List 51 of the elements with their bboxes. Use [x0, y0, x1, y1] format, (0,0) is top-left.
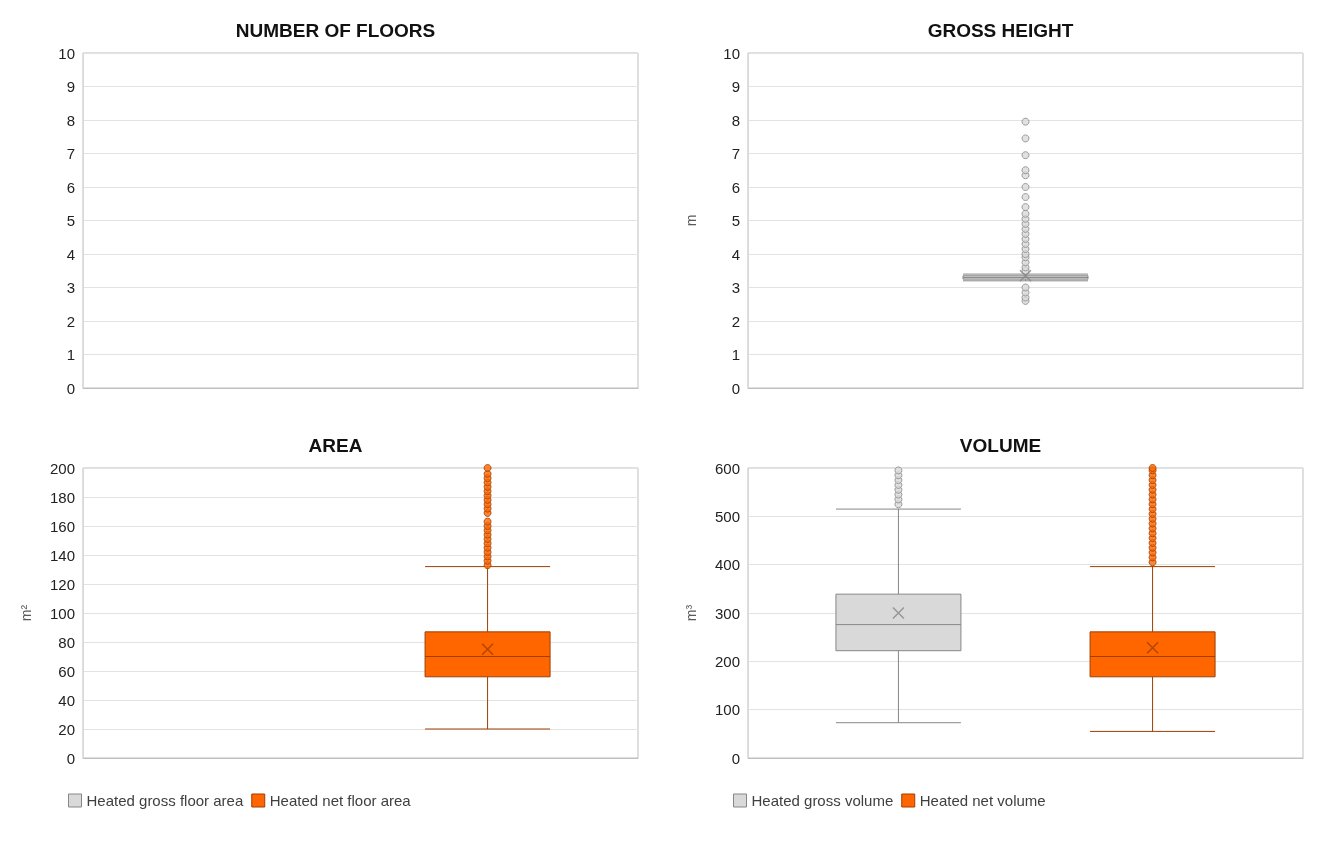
y-tick-label: 1	[66, 346, 75, 363]
y-tick-label: 300	[714, 604, 740, 622]
y-tick-label: 8	[66, 111, 75, 129]
y-tick-label: 200	[714, 652, 740, 670]
y-tick-label: 160	[49, 517, 75, 535]
y-tick-label: 7	[731, 145, 740, 162]
y-tick-label: 500	[714, 507, 740, 525]
y-tick-label: 6	[66, 178, 75, 196]
chart-title: AREA	[308, 435, 363, 456]
y-tick-label: 400	[714, 556, 740, 574]
y-tick-label: 7	[66, 145, 75, 162]
y-tick-label: 140	[49, 546, 75, 564]
y-tick-label: 100	[714, 701, 740, 719]
y-tick-label: 9	[66, 78, 75, 95]
y-tick-label: 100	[49, 604, 75, 622]
y-tick-label: 60	[58, 662, 75, 680]
y-tick-label: 600	[714, 459, 740, 477]
y-tick-label: 5	[66, 212, 75, 229]
chart-title: GROSS HEIGHT	[927, 20, 1074, 41]
legend-label: Heated gross floor area	[86, 792, 244, 809]
y-tick-label: 120	[49, 575, 75, 593]
y-tick-label: 0	[66, 749, 75, 767]
legend-label: Heated net floor area	[269, 792, 412, 809]
y-tick-label: 4	[66, 245, 75, 263]
y-tick-label: 180	[49, 488, 75, 506]
y-tick-label: 2	[731, 312, 740, 330]
y-tick-label: 80	[58, 633, 75, 651]
chart-title: VOLUME	[959, 435, 1042, 456]
y-tick-label: 1	[731, 346, 740, 363]
y-tick-label: 10	[723, 44, 740, 62]
y-axis-title: m²	[18, 604, 34, 622]
y-tick-label: 5	[731, 212, 740, 229]
y-tick-label: 2	[66, 312, 75, 330]
legend-label: Heated gross volume	[751, 792, 894, 809]
y-tick-label: 40	[58, 691, 75, 709]
y-tick-label: 0	[731, 749, 740, 767]
y-tick-label: 200	[49, 459, 75, 477]
legend-label: Heated net volume	[919, 792, 1046, 809]
y-axis-title: m	[683, 214, 699, 227]
y-tick-label: 3	[66, 279, 75, 296]
chart-title: NUMBER OF FLOORS	[235, 20, 436, 41]
y-axis-title: m³	[683, 604, 699, 622]
y-tick-label: 20	[58, 720, 75, 738]
y-tick-label: 8	[731, 111, 740, 129]
y-tick-label: 6	[731, 178, 740, 196]
y-tick-label: 4	[731, 245, 740, 263]
y-tick-label: 3	[731, 279, 740, 296]
y-tick-label: 0	[731, 379, 740, 397]
y-tick-label: 9	[731, 78, 740, 95]
y-tick-label: 10	[58, 44, 75, 62]
y-tick-label: 0	[66, 379, 75, 397]
